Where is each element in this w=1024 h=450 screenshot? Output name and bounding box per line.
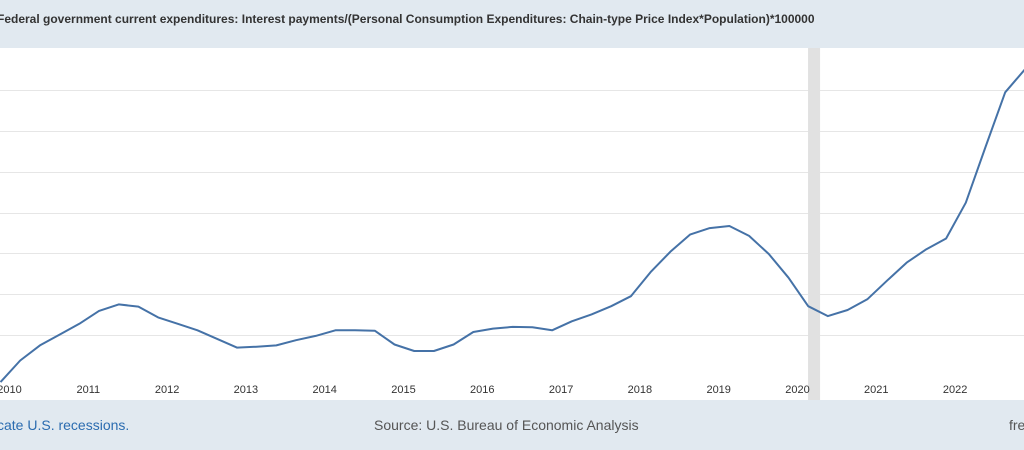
x-tick-label: 2010 <box>0 384 22 396</box>
source-note: Source: U.S. Bureau of Economic Analysis <box>374 417 639 433</box>
chart-header: Federal government current expenditures:… <box>0 0 1024 48</box>
x-tick-label: 2013 <box>233 384 259 396</box>
line-chart <box>0 48 1024 400</box>
recession-band <box>808 48 821 400</box>
plot-area <box>0 48 1024 400</box>
x-tick-label: 2014 <box>312 384 337 396</box>
x-tick-label: 2012 <box>154 384 180 396</box>
brand-logo-text[interactable]: fre <box>1009 417 1024 433</box>
x-tick-label: 2016 <box>470 384 495 396</box>
x-tick-label: 2021 <box>864 384 889 396</box>
x-tick-label: 2011 <box>76 384 101 396</box>
x-tick-label: 2015 <box>391 384 416 396</box>
chart-footer: cate U.S. recessions. Source: U.S. Burea… <box>0 405 1024 445</box>
x-tick-label: 2022 <box>942 384 968 396</box>
recession-note-link[interactable]: cate U.S. recessions. <box>0 417 130 433</box>
x-tick-label: 2020 <box>785 384 810 396</box>
chart-title: Federal government current expenditures:… <box>0 12 815 26</box>
x-tick-label: 2018 <box>627 384 653 396</box>
series-line[interactable] <box>0 68 1024 383</box>
x-tick-label: 2019 <box>706 384 731 396</box>
x-tick-label: 2017 <box>548 384 574 396</box>
